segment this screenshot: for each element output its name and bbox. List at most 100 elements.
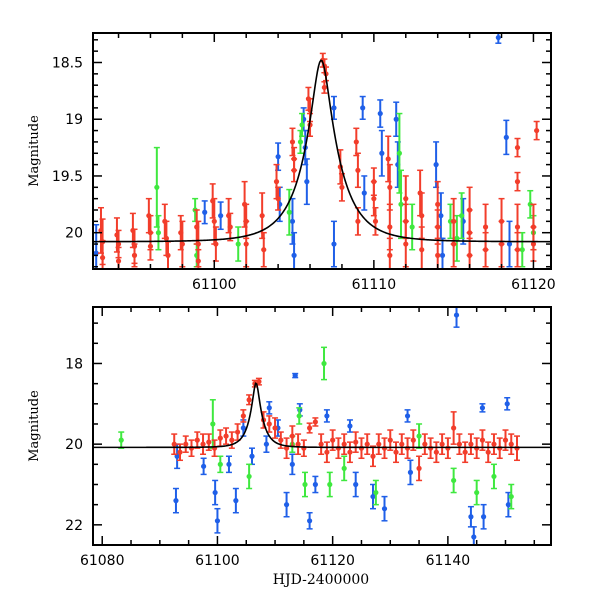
- data-point-red: [427, 437, 434, 460]
- y-tick-label: 18: [65, 356, 83, 372]
- data-point-green: [321, 346, 328, 381]
- data-point-green: [416, 423, 423, 449]
- series-blue: [172, 307, 512, 545]
- data-point-green: [217, 455, 224, 474]
- data-point-blue: [504, 397, 511, 411]
- data-point-red: [533, 120, 540, 141]
- data-points: [93, 33, 551, 269]
- data-point-red: [243, 220, 250, 268]
- data-point-green: [118, 431, 125, 449]
- data-point-blue: [393, 101, 400, 137]
- data-point-blue: [232, 487, 239, 514]
- data-point-blue: [306, 511, 313, 530]
- data-point-red: [223, 427, 230, 445]
- data-point-red: [364, 433, 371, 455]
- data-point-blue: [433, 141, 440, 189]
- data-point-blue: [312, 475, 319, 494]
- data-point-blue: [453, 307, 460, 328]
- data-point-red: [450, 220, 457, 268]
- data-point-red: [369, 445, 376, 468]
- data-point-red: [318, 433, 325, 455]
- data-point-red: [372, 206, 379, 236]
- data-point-red: [321, 81, 328, 94]
- data-point-red: [352, 431, 359, 453]
- data-point-red: [131, 243, 138, 268]
- data-point-green: [397, 169, 404, 240]
- x-tick-label: 61080: [80, 553, 125, 569]
- data-point-red: [171, 433, 178, 455]
- data-point-red: [482, 231, 489, 268]
- data-point-green: [450, 467, 457, 494]
- top-panel: 61100 61110 61120 18.5 19 19.5 20: [52, 32, 556, 293]
- data-point-blue: [506, 220, 513, 268]
- data-point-green: [508, 483, 515, 510]
- data-point-red: [240, 409, 247, 423]
- data-point-red: [375, 433, 382, 455]
- data-point-red: [115, 246, 122, 269]
- data-point-green: [409, 203, 416, 251]
- data-point-blue: [361, 175, 368, 211]
- data-point-blue: [93, 224, 100, 269]
- data-point-red: [275, 186, 282, 211]
- model-curve: [93, 59, 551, 243]
- data-point-red: [490, 433, 497, 455]
- data-point-blue: [214, 507, 221, 534]
- data-point-red: [381, 437, 388, 460]
- data-point-blue: [283, 491, 290, 518]
- data-point-blue: [292, 372, 299, 379]
- data-point-red: [514, 231, 521, 268]
- data-point-red: [514, 137, 521, 158]
- bottom-x-axis-title: HJD-2400000: [273, 572, 369, 588]
- data-point-red: [450, 411, 457, 445]
- data-points: [93, 307, 551, 545]
- data-point-red: [462, 441, 469, 464]
- data-point-green: [458, 192, 465, 240]
- x-tick-label: 61100: [195, 553, 240, 569]
- data-point-blue: [225, 455, 232, 474]
- data-point-red: [346, 441, 353, 464]
- data-point-red: [398, 433, 405, 455]
- data-point-green: [490, 463, 497, 490]
- data-point-green: [341, 455, 348, 482]
- data-point-blue: [470, 526, 477, 545]
- data-point-green: [286, 188, 293, 236]
- data-point-red: [234, 423, 241, 441]
- x-tick-label: 61120: [310, 553, 355, 569]
- data-point-blue: [266, 401, 273, 415]
- bottom-panel: 61080 61100 61120 61140 18 20 22: [65, 306, 552, 569]
- data-point-red: [416, 455, 423, 482]
- data-point-red: [353, 127, 360, 157]
- data-point-red: [354, 206, 361, 236]
- x-tick-label: 61120: [511, 277, 556, 293]
- data-point-red: [260, 231, 267, 268]
- data-point-red: [217, 429, 224, 447]
- data-point-green: [297, 129, 304, 155]
- data-point-green: [235, 226, 242, 262]
- data-point-blue: [437, 192, 444, 240]
- y-tick-label: 18.5: [52, 56, 83, 72]
- plot-frame: [92, 32, 552, 270]
- model-curve: [93, 382, 551, 449]
- data-point-green: [326, 471, 333, 498]
- data-point-red: [402, 220, 409, 268]
- data-point-blue: [330, 95, 337, 120]
- data-point-green: [527, 189, 534, 219]
- data-point-blue: [467, 505, 474, 528]
- data-point-red: [530, 226, 537, 262]
- data-point-green: [296, 407, 303, 425]
- data-point-green: [372, 479, 379, 506]
- x-tick-label: 61110: [352, 277, 397, 293]
- data-point-blue: [352, 471, 359, 498]
- data-point-red: [306, 422, 313, 434]
- data-point-red: [467, 433, 474, 455]
- data-point-green: [453, 214, 460, 262]
- data-point-blue: [172, 487, 179, 514]
- data-point-blue: [346, 419, 353, 433]
- data-point-red: [335, 437, 342, 460]
- data-point-red: [421, 433, 428, 455]
- series-red: [97, 52, 540, 269]
- data-point-blue: [330, 220, 337, 268]
- data-point-blue: [323, 409, 330, 423]
- data-point-red: [147, 231, 154, 261]
- data-point-red: [514, 435, 521, 462]
